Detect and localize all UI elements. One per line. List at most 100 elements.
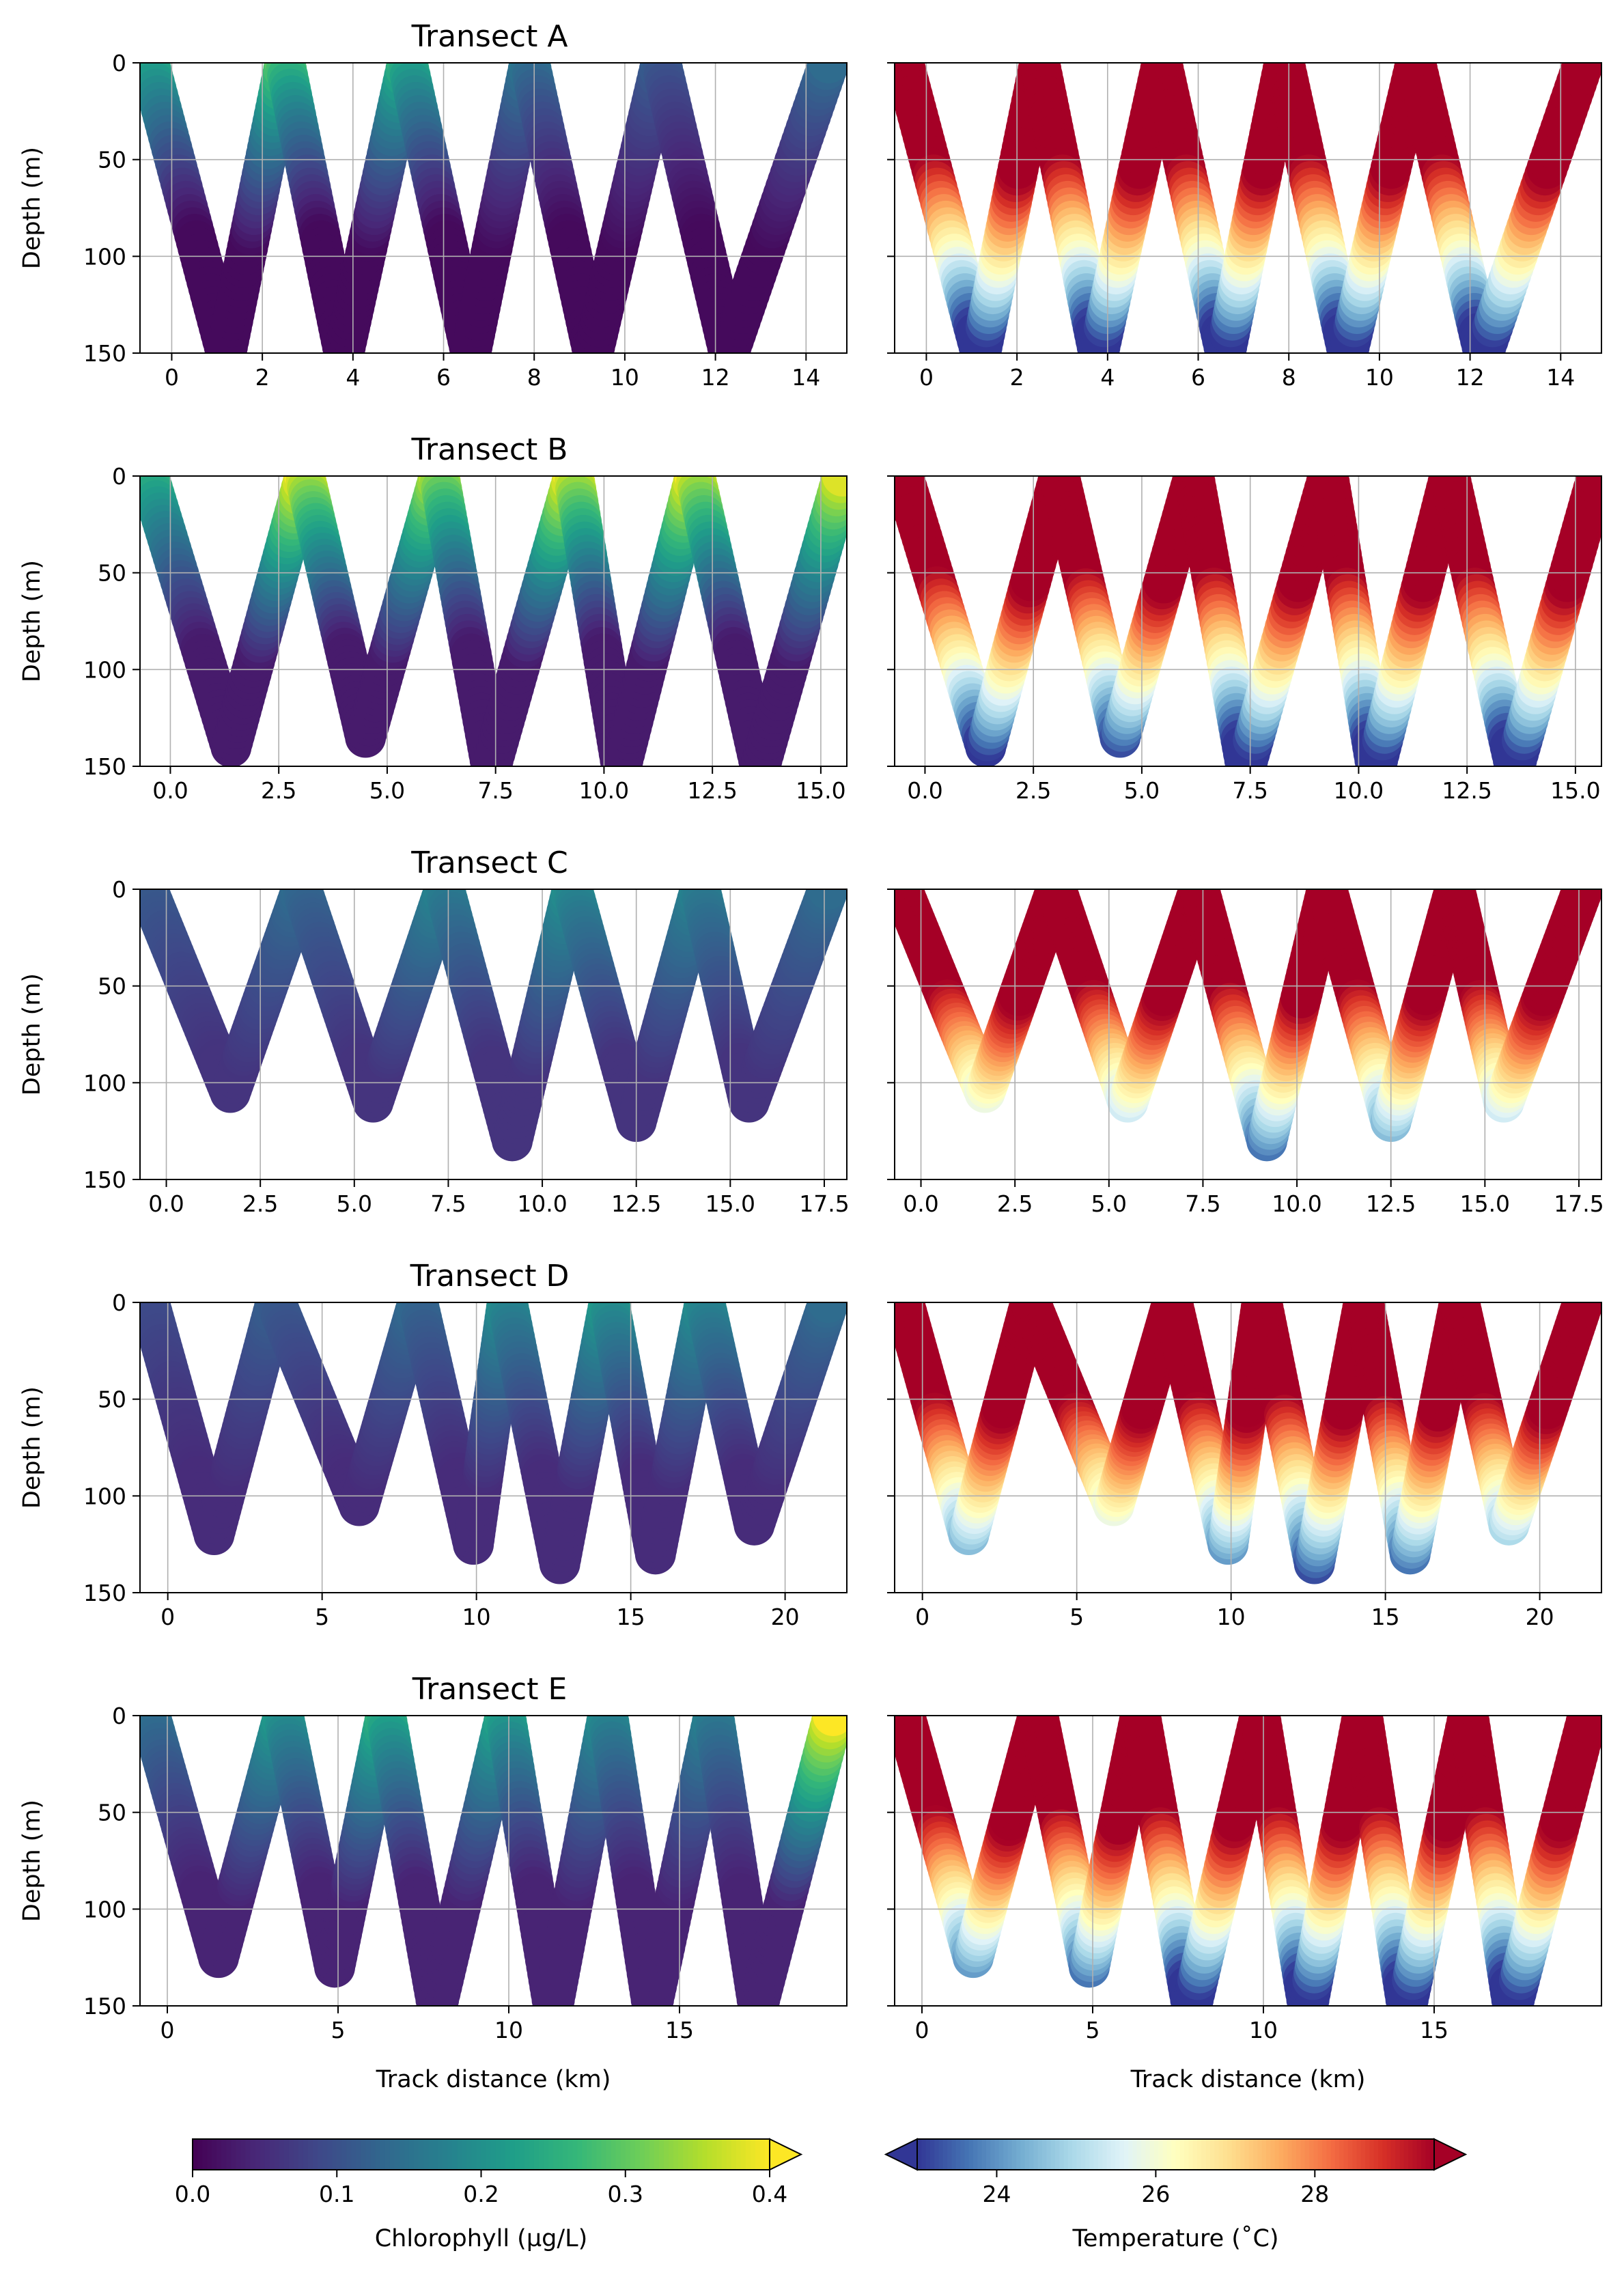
y-tick-label: 50	[98, 1386, 126, 1413]
y-tick-label: 0	[112, 463, 126, 490]
x-tick-label: 0	[160, 2017, 175, 2043]
x-tick-label: 7.5	[1232, 777, 1268, 804]
x-tick-label: 6	[436, 364, 451, 391]
x-tick-label: 15.0	[1550, 777, 1600, 804]
x-tick-label: 2.5	[242, 1190, 278, 1217]
x-tick-label: 10.0	[1272, 1190, 1321, 1217]
y-tick-label: 100	[83, 243, 126, 270]
axes-frame	[139, 475, 848, 767]
scatter-markers	[140, 1716, 847, 2006]
x-tick-label: 14	[792, 364, 820, 391]
x-tick-label: 0.0	[907, 777, 942, 804]
x-tick-label: 10	[611, 364, 639, 391]
y-axis-label: Depth (m)	[18, 147, 46, 269]
scatter-markers	[895, 889, 1601, 1162]
axes-frame	[894, 889, 1602, 1180]
y-tick-label: 50	[98, 973, 126, 1000]
y-tick-label: 50	[98, 147, 126, 173]
scatter-markers	[895, 1302, 1601, 1584]
x-tick-label: 10	[494, 2017, 523, 2043]
y-tick-label: 100	[83, 1070, 126, 1096]
y-tick-label: 150	[83, 753, 126, 780]
panel-title: Transect A	[411, 19, 568, 54]
data-point	[807, 1302, 847, 1323]
x-tick-label: 15.0	[1460, 1190, 1510, 1217]
data-point	[1562, 889, 1601, 910]
y-tick-label: 150	[83, 340, 126, 367]
panel-3-temperature: 0.0 2.5 5.0 7.5 10.0 12.5 15.0 17.5	[887, 889, 1604, 1217]
x-tick-label: 5.0	[369, 777, 405, 804]
data-point	[807, 889, 847, 910]
data-point	[1563, 63, 1601, 83]
x-tick-label: 4	[1100, 364, 1115, 391]
axes-frame	[139, 1715, 848, 2007]
x-tick-label: 5.0	[1091, 1190, 1127, 1217]
x-tick-label: 2.5	[997, 1190, 1033, 1217]
x-tick-label: 10	[1217, 1604, 1246, 1630]
x-tick-label: 8	[1282, 364, 1296, 391]
x-tick-label: 10.0	[517, 1190, 567, 1217]
x-tick-label: 20	[1526, 1604, 1554, 1630]
x-tick-label: 15	[617, 1604, 645, 1630]
x-tick-label: 15	[1371, 1604, 1400, 1630]
x-tick-label: 5.0	[337, 1190, 372, 1217]
x-tick-label: 12	[701, 364, 730, 391]
y-tick-label: 0	[112, 876, 126, 903]
axes-frame	[894, 475, 1602, 767]
x-tick-label: 15.0	[705, 1190, 755, 1217]
x-tick-label: 17.5	[799, 1190, 849, 1217]
scatter-markers	[140, 63, 847, 353]
x-tick-label: 4	[346, 364, 360, 391]
data-point	[822, 476, 847, 497]
y-tick-label: 150	[83, 1580, 126, 1606]
x-tick-label: 5.0	[1124, 777, 1160, 804]
scatter-markers	[140, 889, 847, 1162]
panel-4-temperature: 0 5 10 15 20	[887, 1302, 1602, 1630]
x-tick-label: 14	[1546, 364, 1575, 391]
scatter-markers	[140, 476, 847, 766]
y-tick-label: 50	[98, 1800, 126, 1826]
panel-1-temperature: 0 2 4 6 8 10 12 14	[887, 62, 1602, 391]
x-tick-label: 7.5	[1185, 1190, 1220, 1217]
x-tick-label: 17.5	[1554, 1190, 1604, 1217]
x-tick-label: 12.5	[1366, 1190, 1416, 1217]
x-tick-label: 2	[1010, 364, 1024, 391]
x-tick-label: 2	[255, 364, 270, 391]
axes-frame	[139, 1302, 848, 1593]
axes-frame	[139, 889, 848, 1180]
panel-2-temperature: 0.0 2.5 5.0 7.5 10.0 12.5 15.0	[887, 475, 1602, 804]
x-tick-label: 15.0	[796, 777, 845, 804]
x-tick-label: 7.5	[477, 777, 513, 804]
panel-title: Transect E	[412, 1672, 568, 1707]
y-tick-label: 0	[112, 50, 126, 76]
x-tick-label: 6	[1191, 364, 1205, 391]
x-tick-label: 5	[1069, 1604, 1084, 1630]
data-point	[808, 63, 847, 83]
y-tick-label: 150	[83, 1167, 126, 1193]
x-axis-label: Track distance (km)	[376, 2066, 611, 2093]
x-tick-label: 12.5	[1442, 777, 1492, 804]
y-tick-label: 0	[112, 1703, 126, 1729]
x-tick-label: 12.5	[687, 777, 737, 804]
y-axis-label: Depth (m)	[18, 560, 46, 682]
x-tick-label: 0.0	[903, 1190, 938, 1217]
x-tick-label: 5	[331, 2017, 346, 2043]
y-tick-label: 150	[83, 1993, 126, 2020]
y-tick-label: 100	[83, 1483, 126, 1509]
axes-frame	[894, 1302, 1602, 1593]
y-tick-label: 0	[112, 1289, 126, 1316]
y-tick-label: 100	[83, 1896, 126, 1923]
scatter-markers	[895, 63, 1601, 353]
x-tick-label: 2.5	[261, 777, 296, 804]
x-tick-label: 10.0	[1334, 777, 1384, 804]
panel-title: Transect D	[410, 1259, 570, 1294]
y-axis-label: Depth (m)	[18, 1386, 46, 1509]
x-tick-label: 10	[462, 1604, 491, 1630]
y-tick-label: 50	[98, 560, 126, 587]
x-tick-label: 0.0	[148, 1190, 184, 1217]
